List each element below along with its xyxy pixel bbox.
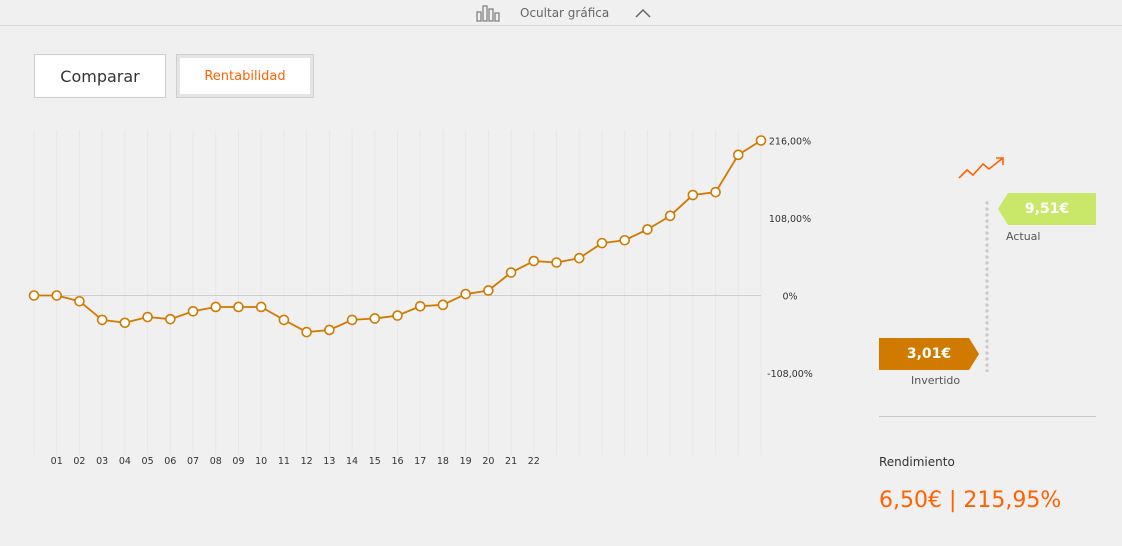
- x-tick-label: 18: [437, 456, 449, 467]
- profitability-button[interactable]: Rentabilidad: [176, 54, 314, 98]
- x-tick-label: 19: [460, 456, 472, 467]
- chart-toggle-bar: Ocultar gráfica: [0, 0, 1122, 26]
- x-tick-label: 02: [73, 456, 85, 467]
- data-point[interactable]: [142, 311, 153, 323]
- data-point[interactable]: [573, 252, 585, 264]
- data-point[interactable]: [619, 234, 630, 246]
- compare-button[interactable]: Comparar: [34, 54, 166, 98]
- x-tick-label: 15: [369, 456, 381, 467]
- return-value: 6,50€ | 215,95%: [879, 488, 1062, 513]
- data-point[interactable]: [301, 326, 312, 338]
- x-tick-label: 11: [278, 456, 290, 467]
- data-point[interactable]: [664, 210, 676, 222]
- data-point[interactable]: [187, 305, 199, 317]
- x-tick-label: 07: [187, 456, 199, 467]
- data-point[interactable]: [755, 135, 767, 146]
- actual-label: Actual: [1006, 230, 1041, 243]
- data-point[interactable]: [369, 313, 381, 324]
- data-point[interactable]: [437, 299, 449, 311]
- x-tick-label: 14: [346, 456, 358, 467]
- y-tick-label: 0%: [782, 292, 797, 303]
- data-point[interactable]: [74, 295, 85, 307]
- hide-chart-label: Ocultar gráfica: [520, 6, 610, 20]
- data-point[interactable]: [392, 310, 403, 321]
- divider: [879, 416, 1096, 417]
- profitability-label: Rentabilidad: [180, 58, 310, 94]
- data-point[interactable]: [732, 149, 744, 161]
- data-point[interactable]: [210, 301, 222, 313]
- x-tick-label: 06: [164, 456, 176, 467]
- invested-label: Invertido: [911, 374, 961, 387]
- x-tick-label: 12: [301, 456, 313, 467]
- x-tick-label: 17: [414, 456, 426, 467]
- x-tick-label: 08: [210, 456, 222, 467]
- x-tick-label: 04: [119, 456, 131, 467]
- bar-chart-icon: [476, 5, 500, 22]
- x-tick-label: 03: [96, 456, 108, 467]
- data-point[interactable]: [687, 189, 699, 201]
- data-point[interactable]: [414, 300, 426, 312]
- hide-chart-toggle[interactable]: Ocultar gráfica: [476, 2, 651, 24]
- data-point[interactable]: [119, 317, 131, 329]
- data-point[interactable]: [165, 313, 176, 325]
- x-tick-label: 22: [528, 456, 540, 467]
- data-point[interactable]: [255, 301, 267, 313]
- profitability-chart: 216,00% 108,00% 0% -108,00% 01 02 03 04 05 06 07 08…: [28, 130, 813, 467]
- data-point[interactable]: [528, 255, 540, 267]
- data-point[interactable]: [346, 314, 358, 326]
- data-point[interactable]: [505, 267, 517, 278]
- x-tick-label: 05: [142, 456, 154, 467]
- data-point[interactable]: [710, 186, 721, 198]
- return-label: Rendimiento: [879, 455, 955, 469]
- value-range-line: [984, 200, 990, 372]
- x-tick-label: 16: [391, 456, 403, 467]
- invested-value-tag: 3,01€: [879, 338, 979, 370]
- data-point[interactable]: [28, 290, 40, 301]
- data-point[interactable]: [551, 257, 562, 268]
- x-tick-label: 01: [51, 456, 63, 467]
- x-tick-label: 09: [232, 456, 244, 467]
- y-tick-label: -108,00%: [767, 369, 813, 380]
- x-tick-label: 21: [505, 456, 517, 467]
- data-point[interactable]: [51, 290, 63, 301]
- x-tick-label: 10: [255, 456, 267, 467]
- data-point[interactable]: [642, 224, 653, 235]
- data-point[interactable]: [324, 324, 335, 336]
- x-tick-label: 13: [323, 456, 335, 467]
- x-tick-label: 20: [482, 456, 494, 467]
- actual-value-tag: 9,51€: [998, 193, 1096, 225]
- data-point[interactable]: [233, 301, 244, 313]
- y-tick-label: 216,00%: [769, 137, 811, 148]
- data-point[interactable]: [596, 237, 608, 249]
- data-point[interactable]: [460, 288, 471, 300]
- data-point[interactable]: [96, 314, 108, 326]
- trend-up-icon: [958, 157, 1004, 179]
- chevron-up-icon: [635, 8, 651, 18]
- data-point[interactable]: [483, 285, 494, 296]
- y-tick-label: 108,00%: [769, 214, 811, 225]
- data-point[interactable]: [278, 314, 290, 326]
